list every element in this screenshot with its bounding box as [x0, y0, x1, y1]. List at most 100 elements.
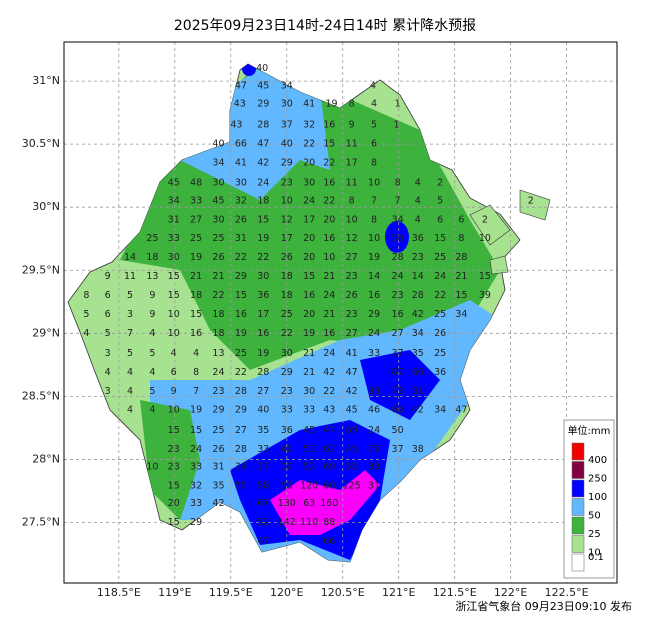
station-value: 16 — [257, 328, 269, 339]
station-value: 19 — [235, 328, 247, 339]
station-value: 26 — [346, 290, 358, 301]
station-value: 30 — [212, 178, 224, 189]
station-value: 45 — [303, 425, 315, 436]
station-value: 5 — [83, 309, 89, 320]
station-value: 130 — [278, 498, 296, 509]
station-value: 16 — [303, 290, 315, 301]
station-value: 29 — [257, 98, 269, 109]
station-value: 36 — [281, 425, 293, 436]
station-value: 23 — [346, 309, 358, 320]
station-value: 40 — [281, 139, 293, 150]
station-value: 8 — [395, 178, 401, 189]
station-value: 23 — [168, 444, 180, 455]
x-tick-label: 118.5°E — [97, 586, 141, 599]
station-value: 47 — [346, 367, 358, 378]
station-value: 5 — [105, 328, 111, 339]
map-title: 2025年09月23日14时-24日14时 累计降水预报 — [174, 18, 476, 34]
station-value: 38 — [412, 444, 424, 455]
station-value: 43 — [234, 98, 246, 109]
station-value: 67 — [257, 498, 269, 509]
legend-label: 0.1 — [588, 552, 604, 563]
station-value: 26 — [235, 214, 247, 225]
station-value: 37 — [281, 120, 293, 131]
x-tick-label: 120.5°E — [321, 586, 365, 599]
station-value: 23 — [281, 178, 293, 189]
station-value: 20 — [303, 252, 315, 263]
station-value: 4 — [105, 367, 111, 378]
station-value: 5 — [371, 120, 377, 131]
legend-swatch — [571, 461, 585, 479]
station-value: 18 — [212, 309, 224, 320]
station-value: 16 — [323, 233, 335, 244]
station-value: 6 — [105, 290, 111, 301]
station-value: 13 — [146, 271, 158, 282]
station-value: 34 — [168, 195, 180, 206]
legend-swatch — [571, 516, 585, 535]
station-value: 31 — [368, 480, 380, 491]
station-value: 19 — [190, 405, 202, 416]
station-value: 10 — [346, 214, 358, 225]
station-value: 20 — [323, 214, 335, 225]
legend-swatch — [571, 553, 585, 572]
y-tick-label: 30.5°N — [22, 137, 60, 150]
station-value: 33 — [190, 461, 202, 472]
station-value: 27 — [346, 252, 358, 263]
x-tick-label: 120°E — [270, 586, 303, 599]
station-value: 6 — [105, 309, 111, 320]
station-value: 8 — [349, 98, 355, 109]
station-value: 32 — [235, 195, 247, 206]
station-value: 10 — [479, 233, 491, 244]
station-value: 66 — [412, 367, 424, 378]
station-value: 18 — [281, 271, 293, 282]
legend-label: 250 — [588, 474, 607, 485]
station-value: 60 — [323, 480, 335, 491]
station-value: 19 — [257, 348, 269, 359]
station-value: 25 — [281, 309, 293, 320]
station-value: 29 — [281, 158, 293, 169]
station-value: 24 — [368, 328, 380, 339]
station-value: 20 — [303, 158, 315, 169]
station-value: 24 — [190, 444, 202, 455]
legend-label: 100 — [588, 492, 607, 503]
station-value: 27 — [190, 214, 202, 225]
station-value: 4 — [171, 348, 177, 359]
station-value: 8 — [458, 233, 464, 244]
station-value: 55 — [235, 480, 247, 491]
station-value: 12 — [281, 214, 293, 225]
station-value: 21 — [323, 309, 335, 320]
station-value: 33 — [368, 348, 380, 359]
station-value: 15 — [257, 214, 269, 225]
x-tick-label: 122.5°E — [545, 586, 589, 599]
station-value: 30 — [168, 252, 180, 263]
station-value: 63 — [303, 498, 315, 509]
station-value: 42 — [412, 405, 424, 416]
station-value: 3 — [105, 386, 111, 397]
station-value: 21 — [212, 271, 224, 282]
station-value: 5 — [127, 290, 133, 301]
station-value: 45 — [257, 81, 269, 92]
x-tick-label: 121.5°E — [433, 586, 477, 599]
station-value: 29 — [235, 405, 247, 416]
station-value: 40 — [212, 139, 224, 150]
station-value: 21 — [190, 271, 202, 282]
station-value: 23 — [392, 290, 404, 301]
station-value: 88 — [368, 386, 380, 397]
station-value: 47 — [323, 425, 335, 436]
station-value: 10 — [168, 405, 180, 416]
station-value: 15 — [190, 309, 202, 320]
station-value: 24 — [323, 348, 335, 359]
station-value: 10 — [368, 233, 380, 244]
station-value: 87 — [392, 367, 404, 378]
station-value: 15 — [235, 290, 247, 301]
station-value: 6 — [458, 214, 464, 225]
station-value: 66 — [235, 139, 247, 150]
station-value: 24 — [323, 290, 335, 301]
station-value: 33 — [190, 498, 202, 509]
station-value: 47 — [257, 139, 269, 150]
station-value: 20 — [303, 309, 315, 320]
legend-label: 25 — [588, 529, 601, 540]
station-value: 25 — [212, 425, 224, 436]
station-value: 4 — [193, 348, 199, 359]
station-value: 28 — [235, 386, 247, 397]
station-value: 42 — [323, 367, 335, 378]
